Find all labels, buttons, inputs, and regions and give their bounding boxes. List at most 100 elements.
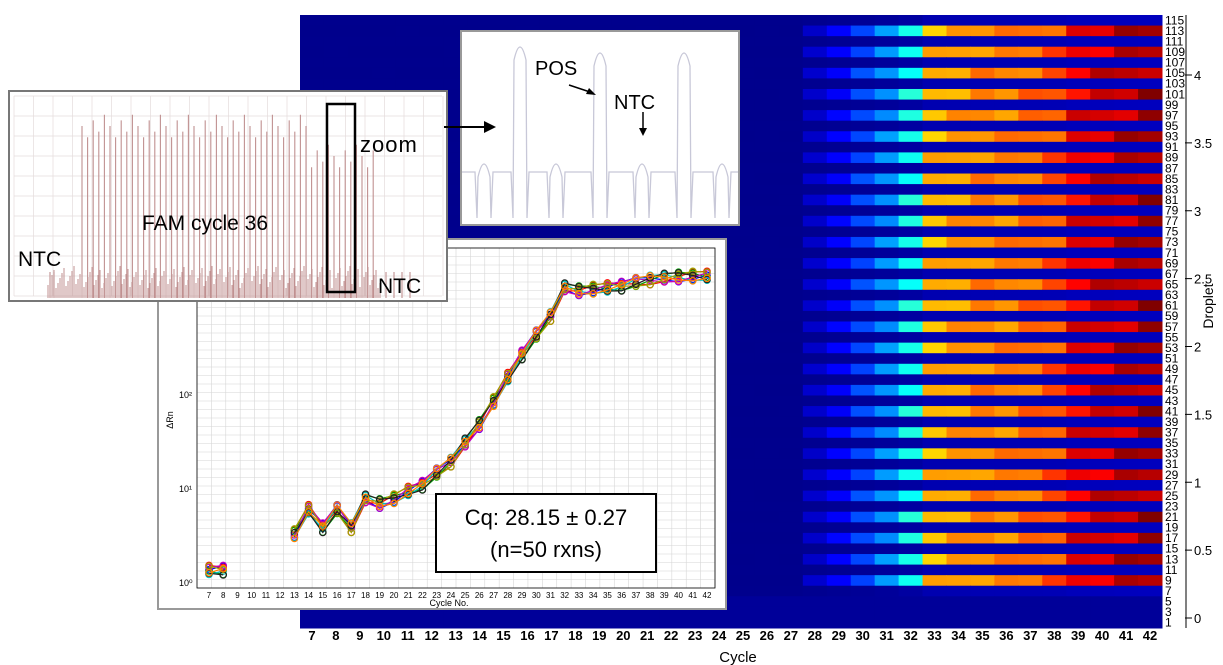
heatmap-cell [1042,448,1067,460]
heatmap-cell [731,363,756,375]
heatmap-cell [443,226,469,238]
heatmap-cell [1042,617,1067,629]
heatmap-y-tick-label: 57 [1165,320,1179,334]
heatmap-cell [826,141,852,153]
heatmap-cell [898,522,924,534]
heatmap-cell [922,532,947,544]
heatmap-cell [443,131,469,143]
heatmap-cell [922,480,947,492]
heatmap-y-tick-label: 5 [1165,595,1172,609]
heatmap-cell [754,25,780,37]
heatmap-cell [898,554,924,566]
heatmap-cell [898,205,924,217]
heatmap-cell [850,110,876,122]
heatmap-cell [754,268,780,280]
heatmap-cell [587,617,612,629]
heatmap-cell [1138,310,1163,322]
heatmap-cell [1066,606,1091,618]
heatmap-cell [970,501,995,513]
heatmap-y-tick-label: 55 [1165,330,1179,344]
heatmap-cell [1066,363,1091,375]
heatmap-cell [754,162,780,175]
heatmap-x-tick-label: 42 [1143,628,1157,643]
pos-arrow [568,84,596,95]
heatmap-cell [874,184,900,196]
heatmap-cell [731,25,756,37]
heatmap-cell [826,236,852,249]
heatmap-x-tick-label: 19 [592,628,606,643]
heatmap-cell [443,152,469,164]
heatmap-cell [994,543,1019,555]
heatmap-cell [1066,236,1091,249]
heatmap-cell [874,173,900,185]
heatmap-cell [754,131,780,143]
heatmap-cell [300,617,325,629]
amplification-point [575,289,583,298]
heatmap-cell [922,416,947,428]
heatmap-cell [443,110,469,122]
heatmap-cell [754,247,780,259]
heatmap-cell [970,585,995,597]
heatmap-cell [922,522,947,534]
heatmap-y-tick-label: 87 [1165,161,1179,175]
heatmap-cell [731,617,756,629]
heatmap-cell [347,15,373,27]
heatmap-cell [1066,469,1091,481]
amplification-point [475,423,484,432]
heatmap-cell [898,78,924,90]
heatmap-cell [1138,88,1163,101]
heatmap-cell [1138,395,1163,407]
heatmap-cell [850,25,876,37]
heatmap-cell [1090,532,1115,544]
heatmap-cell [467,15,493,27]
heatmap-cell [826,395,852,407]
heatmap-y-tick-label: 27 [1165,478,1179,492]
trace-ntc-left-label: NTC [18,248,62,271]
heatmap-cell [970,543,995,555]
heatmap-cell [970,395,995,407]
heatmap-y-tick-label: 113 [1165,24,1184,38]
heatmap-cell [754,427,780,439]
amplification-x-tick-label: 27 [489,591,498,600]
heatmap-cell [1114,511,1139,523]
heatmap-cell [802,258,828,270]
heatmap-cell [994,99,1019,111]
heatmap-cell [826,363,852,375]
heatmap-cell [1114,501,1139,513]
heatmap-cell [300,78,325,90]
heatmap-cell [1018,332,1043,344]
heatmap-cell [731,268,756,280]
heatmap-cell [994,501,1019,513]
heatmap-cell [754,332,780,344]
heatmap-cell [778,226,804,238]
heatmap-cell [731,353,756,365]
heatmap-cell [754,205,780,217]
heatmap-cell [1138,99,1163,111]
heatmap-cell [994,215,1019,227]
heatmap-cell [754,395,780,407]
heatmap-cell [802,205,828,217]
heatmap-cell [731,279,756,291]
heatmap-cell [1114,279,1139,291]
heatmap-cell [731,289,756,301]
amplification-x-tick-labels: 7 8 9 10 11 12 13 14 15 16 17 18 19 20 21 22 23 24 25 26 27 2… [207,591,712,600]
heatmap-cell [1138,353,1163,365]
heatmap-cell [946,406,971,418]
amplification-x-tick-label: 42 [703,591,712,600]
heatmap-y-tick-label: 31 [1165,457,1179,471]
heatmap-cell [1138,374,1163,386]
heatmap-cell [1090,141,1115,153]
heatmap-cell [1114,458,1139,470]
heatmap-cell [754,437,780,449]
heatmap-cell [1066,427,1091,439]
trace-peaks [47,114,411,298]
heatmap-cell [1138,606,1163,618]
heatmap-cell [826,289,852,301]
heatmap-x-tick-label: 10 [377,628,391,643]
heatmap-cell [946,501,971,513]
colorbar-tick-label: 0 [1194,611,1201,626]
heatmap-cell [874,437,900,449]
heatmap-cell [1138,332,1163,344]
zoom-selection-box [325,102,357,294]
heatmap-cell [970,25,995,37]
